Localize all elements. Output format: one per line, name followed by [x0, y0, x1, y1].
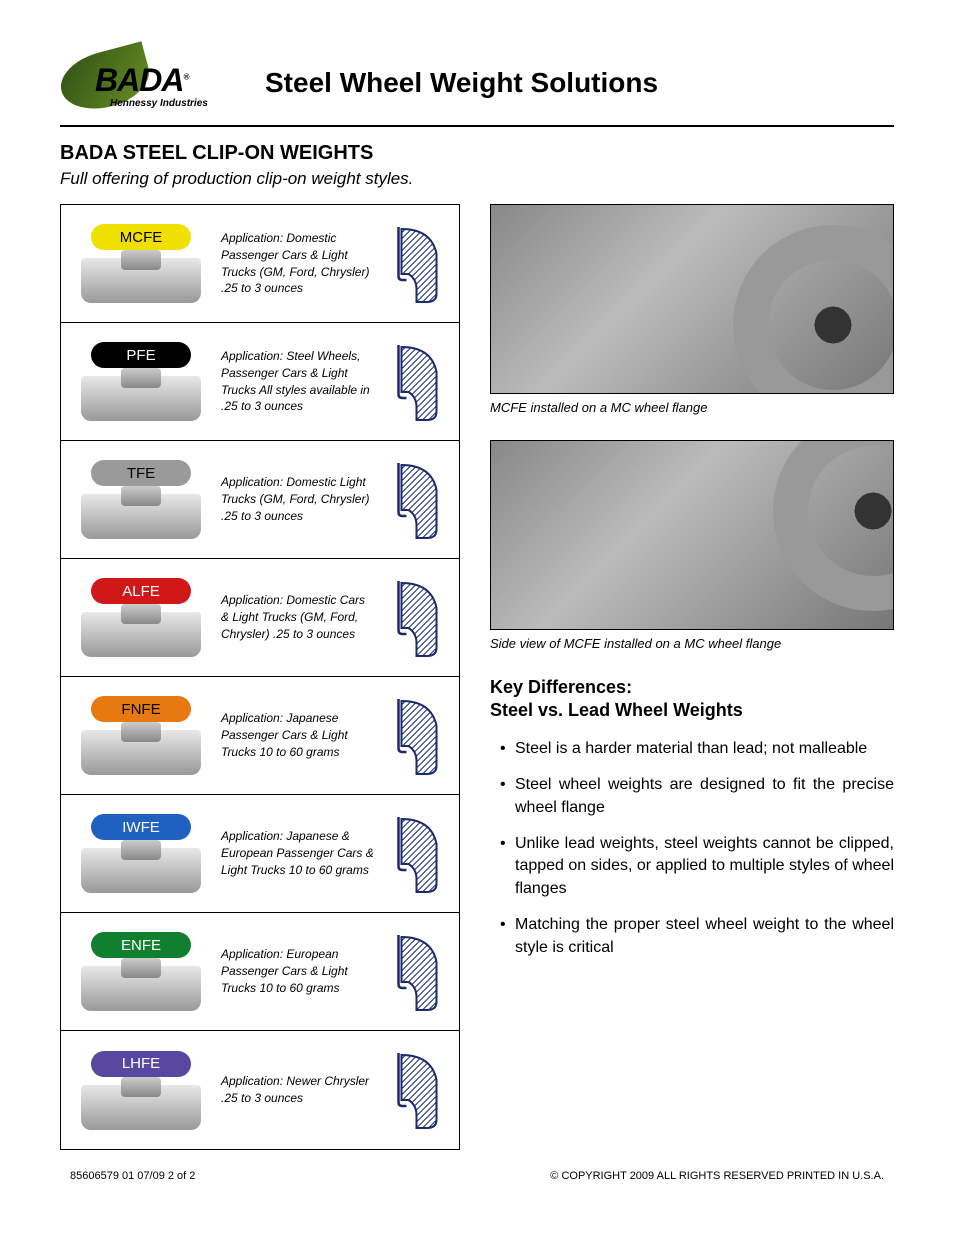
flange-profile-icon [384, 1050, 449, 1130]
photo-caption-2: Side view of MCFE installed on a MC whee… [490, 636, 894, 651]
weight-pill: LHFE [91, 1051, 191, 1077]
weight-description: Application: Steel Wheels, Passenger Car… [221, 348, 374, 415]
flange-profile-icon [384, 224, 449, 304]
flange-profile-icon [384, 578, 449, 658]
key-diff-item: Steel wheel weights are designed to fit … [500, 774, 894, 819]
logo-subtext: Hennessy Industries [110, 98, 208, 109]
logo: BADA® Hennessy Industries [60, 50, 250, 115]
weight-left: IWFE [71, 814, 211, 893]
weight-left: PFE [71, 342, 211, 421]
photo-mcfe-side [490, 440, 894, 630]
weight-left: FNFE [71, 696, 211, 775]
flange-profile-icon [384, 696, 449, 776]
clip-weight-icon [81, 612, 201, 657]
weight-description: Application: European Passenger Cars & L… [221, 946, 374, 996]
weight-left: MCFE [71, 224, 211, 303]
weight-description: Application: Domestic Light Trucks (GM, … [221, 474, 374, 524]
weight-row: PFE Application: Steel Wheels, Passenger … [61, 323, 459, 441]
weight-row: TFE Application: Domestic Light Trucks (G… [61, 441, 459, 559]
weight-row: FNFE Application: Japanese Passenger Cars… [61, 677, 459, 795]
weight-left: ALFE [71, 578, 211, 657]
weight-pill: TFE [91, 460, 191, 486]
photo-caption-1: MCFE installed on a MC wheel flange [490, 400, 894, 415]
page-header: BADA® Hennessy Industries Steel Wheel We… [60, 50, 894, 127]
section-subtitle: Full offering of production clip-on weig… [60, 169, 894, 189]
weight-left: TFE [71, 460, 211, 539]
weights-table: MCFE Application: Domestic Passenger Cars… [60, 204, 460, 1150]
weight-pill: FNFE [91, 696, 191, 722]
clip-weight-icon [81, 730, 201, 775]
page-footer: 85606579 01 07/09 2 of 2 © COPYRIGHT 200… [60, 1170, 894, 1182]
key-diff-item: Steel is a harder material than lead; no… [500, 738, 894, 760]
logo-text: BADA® [95, 62, 188, 99]
weight-description: Application: Japanese & European Passeng… [221, 828, 374, 878]
clip-weight-icon [81, 1085, 201, 1130]
weight-left: ENFE [71, 932, 211, 1011]
clip-weight-icon [81, 258, 201, 303]
key-diff-title: Key Differences: Steel vs. Lead Wheel We… [490, 676, 894, 723]
content-area: MCFE Application: Domestic Passenger Cars… [60, 204, 894, 1150]
section-title: BADA STEEL CLIP-ON WEIGHTS [60, 142, 894, 165]
weight-row: ENFE Application: European Passenger Cars… [61, 913, 459, 1031]
weight-row: IWFE Application: Japanese & European Pas… [61, 795, 459, 913]
weight-row: ALFE Application: Domestic Cars & Light T… [61, 559, 459, 677]
footer-right: © COPYRIGHT 2009 ALL RIGHTS RESERVED PRI… [550, 1170, 884, 1182]
flange-profile-icon [384, 460, 449, 540]
flange-profile-icon [384, 342, 449, 422]
flange-profile-icon [384, 814, 449, 894]
weight-left: LHFE [71, 1051, 211, 1130]
weight-row: LHFE Application: Newer Chrysler .25 to 3… [61, 1031, 459, 1149]
footer-left: 85606579 01 07/09 2 of 2 [70, 1170, 195, 1182]
weight-pill: MCFE [91, 224, 191, 250]
weight-description: Application: Newer Chrysler .25 to 3 oun… [221, 1073, 374, 1107]
weight-pill: PFE [91, 342, 191, 368]
right-column: MCFE installed on a MC wheel flange Side… [490, 204, 894, 1150]
weight-pill: ALFE [91, 578, 191, 604]
flange-profile-icon [384, 932, 449, 1012]
clip-weight-icon [81, 848, 201, 893]
clip-weight-icon [81, 494, 201, 539]
weight-description: Application: Japanese Passenger Cars & L… [221, 710, 374, 760]
key-diff-item: Matching the proper steel wheel weight t… [500, 914, 894, 959]
key-diff-item: Unlike lead weights, steel weights canno… [500, 833, 894, 900]
key-diff-list: Steel is a harder material than lead; no… [490, 738, 894, 959]
page-title: Steel Wheel Weight Solutions [265, 67, 658, 99]
weight-row: MCFE Application: Domestic Passenger Cars… [61, 205, 459, 323]
weight-description: Application: Domestic Cars & Light Truck… [221, 592, 374, 642]
clip-weight-icon [81, 966, 201, 1011]
weight-pill: ENFE [91, 932, 191, 958]
clip-weight-icon [81, 376, 201, 421]
photo-mcfe-top [490, 204, 894, 394]
weight-description: Application: Domestic Passenger Cars & L… [221, 230, 374, 297]
weight-pill: IWFE [91, 814, 191, 840]
